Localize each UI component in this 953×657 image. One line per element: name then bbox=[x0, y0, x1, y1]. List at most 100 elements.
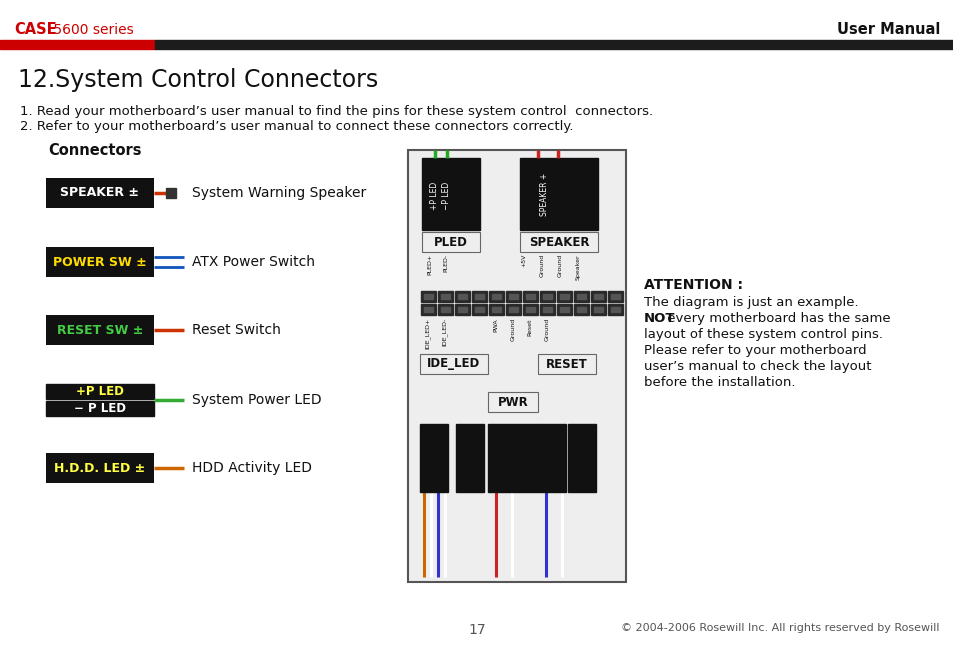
Bar bbox=[472, 304, 486, 315]
Bar bbox=[522, 304, 537, 315]
Text: PLED-: PLED- bbox=[443, 254, 448, 272]
Text: System Warning Speaker: System Warning Speaker bbox=[192, 186, 366, 200]
Bar bbox=[577, 307, 585, 312]
Text: +P LED: +P LED bbox=[430, 182, 439, 210]
Bar bbox=[509, 307, 517, 312]
Bar bbox=[492, 294, 500, 299]
Bar bbox=[542, 294, 552, 299]
Bar bbox=[594, 294, 602, 299]
Bar bbox=[594, 307, 602, 312]
Text: PWA: PWA bbox=[493, 318, 498, 332]
Text: User Manual: User Manual bbox=[836, 22, 939, 37]
Bar bbox=[574, 304, 588, 315]
Text: NOT: NOT bbox=[643, 312, 675, 325]
Bar bbox=[46, 384, 153, 399]
Bar bbox=[537, 424, 565, 492]
Text: RESET: RESET bbox=[545, 357, 587, 371]
Bar bbox=[574, 291, 588, 302]
Bar bbox=[489, 291, 503, 302]
Bar bbox=[457, 294, 467, 299]
Text: layout of these system control pins.: layout of these system control pins. bbox=[643, 328, 882, 341]
Bar bbox=[408, 150, 625, 582]
Text: Ground: Ground bbox=[510, 318, 515, 341]
Text: PLED: PLED bbox=[434, 235, 468, 248]
Bar bbox=[420, 304, 436, 315]
Text: © 2004-2006 Rosewill Inc. All rights reserved by Rosewill: © 2004-2006 Rosewill Inc. All rights res… bbox=[620, 623, 939, 633]
Text: HDD Activity LED: HDD Activity LED bbox=[192, 461, 312, 475]
Bar bbox=[505, 304, 520, 315]
Text: 17: 17 bbox=[468, 623, 485, 637]
Bar bbox=[577, 294, 585, 299]
Bar bbox=[489, 304, 503, 315]
Text: System Power LED: System Power LED bbox=[192, 393, 321, 407]
Bar bbox=[472, 291, 486, 302]
Bar bbox=[437, 291, 453, 302]
Text: Reset: Reset bbox=[527, 318, 532, 336]
Bar bbox=[537, 354, 596, 374]
Text: 12.System Control Connectors: 12.System Control Connectors bbox=[18, 68, 377, 92]
Bar bbox=[607, 291, 622, 302]
Text: The diagram is just an example.: The diagram is just an example. bbox=[643, 296, 858, 309]
Bar bbox=[539, 291, 555, 302]
Text: +P LED: +P LED bbox=[76, 385, 124, 398]
Bar bbox=[423, 294, 433, 299]
Bar bbox=[539, 304, 555, 315]
Text: Speaker: Speaker bbox=[575, 254, 579, 280]
Bar bbox=[488, 424, 537, 492]
Text: +5V: +5V bbox=[521, 254, 526, 267]
Text: ATX Power Switch: ATX Power Switch bbox=[192, 255, 314, 269]
Text: Connectors: Connectors bbox=[48, 143, 141, 158]
Bar bbox=[505, 291, 520, 302]
Bar bbox=[420, 291, 436, 302]
Text: SPEAKER: SPEAKER bbox=[528, 235, 589, 248]
Text: −P LED: −P LED bbox=[442, 182, 451, 210]
Text: − P LED: − P LED bbox=[74, 402, 126, 415]
Text: 2. Refer to your motherboard’s user manual to connect these connectors correctly: 2. Refer to your motherboard’s user manu… bbox=[20, 120, 573, 133]
Bar bbox=[440, 294, 450, 299]
Bar bbox=[457, 307, 467, 312]
Bar bbox=[519, 158, 598, 230]
Text: Ground: Ground bbox=[544, 318, 549, 341]
Bar bbox=[567, 424, 596, 492]
Bar bbox=[154, 40, 953, 49]
Bar bbox=[437, 304, 453, 315]
Bar bbox=[610, 307, 619, 312]
Bar bbox=[46, 247, 153, 277]
Bar bbox=[509, 294, 517, 299]
Bar bbox=[455, 291, 470, 302]
Text: RESET SW ±: RESET SW ± bbox=[57, 323, 143, 336]
Bar bbox=[488, 392, 537, 412]
Bar bbox=[557, 304, 572, 315]
Bar bbox=[475, 307, 483, 312]
Bar bbox=[610, 294, 619, 299]
Bar bbox=[557, 291, 572, 302]
Bar bbox=[607, 304, 622, 315]
Bar bbox=[46, 178, 153, 208]
Bar bbox=[590, 304, 605, 315]
Text: SPEAKER ±: SPEAKER ± bbox=[60, 187, 139, 200]
Bar bbox=[440, 307, 450, 312]
Text: Please refer to your motherboard: Please refer to your motherboard bbox=[643, 344, 865, 357]
Bar bbox=[0, 40, 154, 49]
Bar bbox=[421, 232, 479, 252]
Bar bbox=[423, 307, 433, 312]
Bar bbox=[419, 354, 488, 374]
Text: Reset Switch: Reset Switch bbox=[192, 323, 280, 337]
Text: ATTENTION :: ATTENTION : bbox=[643, 278, 742, 292]
Text: before the installation.: before the installation. bbox=[643, 376, 795, 389]
Text: user’s manual to check the layout: user’s manual to check the layout bbox=[643, 360, 871, 373]
Bar bbox=[559, 294, 568, 299]
Text: PWR: PWR bbox=[497, 396, 528, 409]
Bar bbox=[590, 291, 605, 302]
Text: IDE_LED: IDE_LED bbox=[427, 357, 480, 371]
Text: H.D.D. LED ±: H.D.D. LED ± bbox=[54, 461, 146, 474]
Bar bbox=[166, 188, 175, 198]
Bar bbox=[456, 424, 483, 492]
Text: Ground: Ground bbox=[539, 254, 544, 277]
Bar bbox=[522, 291, 537, 302]
Bar bbox=[525, 294, 535, 299]
Bar bbox=[419, 424, 448, 492]
Bar bbox=[519, 232, 598, 252]
Text: 5600 series: 5600 series bbox=[49, 23, 133, 37]
Text: CASE: CASE bbox=[14, 22, 56, 37]
